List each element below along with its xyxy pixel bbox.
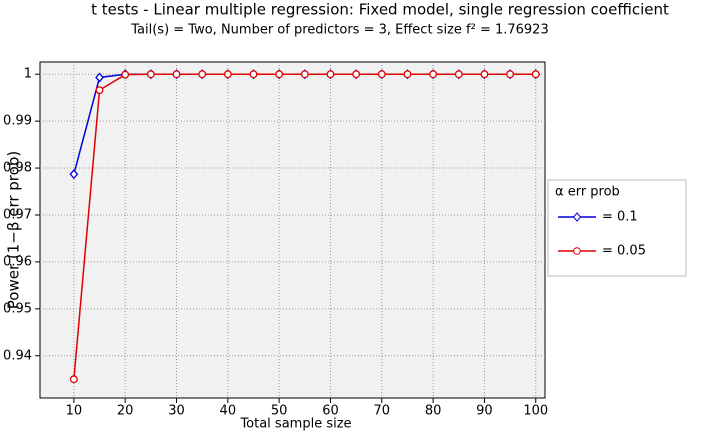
legend-label: = 0.1 (602, 210, 638, 225)
data-point (148, 71, 155, 78)
x-tick-label: 20 (117, 404, 134, 419)
data-point (302, 71, 309, 78)
data-point (481, 71, 488, 78)
data-point (199, 71, 206, 78)
y-tick-label: 1 (24, 67, 32, 82)
legend-marker (574, 248, 581, 255)
data-point (173, 71, 180, 78)
y-tick-label: 0.94 (3, 348, 32, 363)
y-tick-label: 0.97 (3, 207, 32, 222)
data-point (250, 71, 257, 78)
data-point (71, 376, 78, 383)
x-tick-label: 100 (523, 404, 548, 419)
data-point (225, 71, 232, 78)
data-point (122, 71, 129, 78)
x-tick-label: 30 (168, 404, 185, 419)
x-tick-label: 80 (425, 404, 442, 419)
data-point (532, 71, 539, 78)
x-tick-label: 10 (66, 404, 83, 419)
legend-title: α err prob (555, 185, 620, 200)
y-tick-label: 0.96 (3, 254, 32, 269)
x-tick-label: 90 (476, 404, 493, 419)
data-point (353, 71, 360, 78)
data-point (430, 71, 437, 78)
legend-label: = 0.05 (602, 244, 646, 259)
chart-subtitle: Tail(s) = Two, Number of predictors = 3,… (130, 23, 548, 38)
x-tick-label: 40 (220, 404, 237, 419)
chart-title: t tests - Linear multiple regression: Fi… (91, 1, 669, 19)
data-point (96, 87, 103, 94)
plot-area (40, 62, 545, 398)
x-tick-label: 60 (322, 404, 339, 419)
x-axis-label: Total sample size (239, 417, 351, 432)
x-tick-label: 50 (271, 404, 288, 419)
data-point (327, 71, 334, 78)
chart: t tests - Linear multiple regression: Fi… (0, 0, 701, 447)
y-tick-label: 0.99 (3, 114, 32, 129)
data-point (404, 71, 411, 78)
y-tick-label: 0.98 (3, 161, 32, 176)
y-tick-label: 0.95 (3, 301, 32, 316)
data-point (455, 71, 462, 78)
data-point (507, 71, 514, 78)
data-point (378, 71, 385, 78)
data-point (276, 71, 283, 78)
x-tick-label: 70 (374, 404, 391, 419)
